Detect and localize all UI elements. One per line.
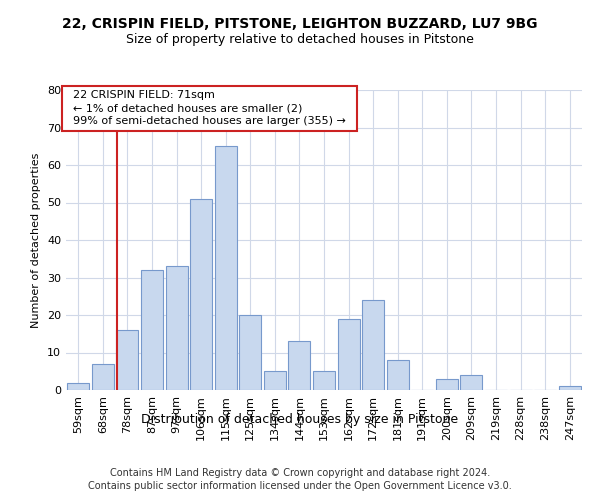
Text: 22 CRISPIN FIELD: 71sqm  
  ← 1% of detached houses are smaller (2)  
  99% of s: 22 CRISPIN FIELD: 71sqm ← 1% of detached… [66,90,353,126]
Bar [362,300,384,390]
Bar [166,266,188,390]
Bar [190,198,212,390]
Bar [264,371,286,390]
Bar [338,319,359,390]
Bar [116,330,139,390]
Text: Contains public sector information licensed under the Open Government Licence v3: Contains public sector information licen… [88,481,512,491]
Bar [289,341,310,390]
Bar [386,360,409,390]
Bar [559,386,581,390]
Text: Contains HM Land Registry data © Crown copyright and database right 2024.: Contains HM Land Registry data © Crown c… [110,468,490,477]
Text: Size of property relative to detached houses in Pitstone: Size of property relative to detached ho… [126,32,474,46]
Bar [92,364,114,390]
Bar [313,371,335,390]
Bar [239,315,262,390]
Bar [141,270,163,390]
Y-axis label: Number of detached properties: Number of detached properties [31,152,41,328]
Text: Distribution of detached houses by size in Pitstone: Distribution of detached houses by size … [142,412,458,426]
Text: 22, CRISPIN FIELD, PITSTONE, LEIGHTON BUZZARD, LU7 9BG: 22, CRISPIN FIELD, PITSTONE, LEIGHTON BU… [62,18,538,32]
Bar [460,375,482,390]
Bar [215,146,237,390]
Bar [436,379,458,390]
Bar [67,382,89,390]
